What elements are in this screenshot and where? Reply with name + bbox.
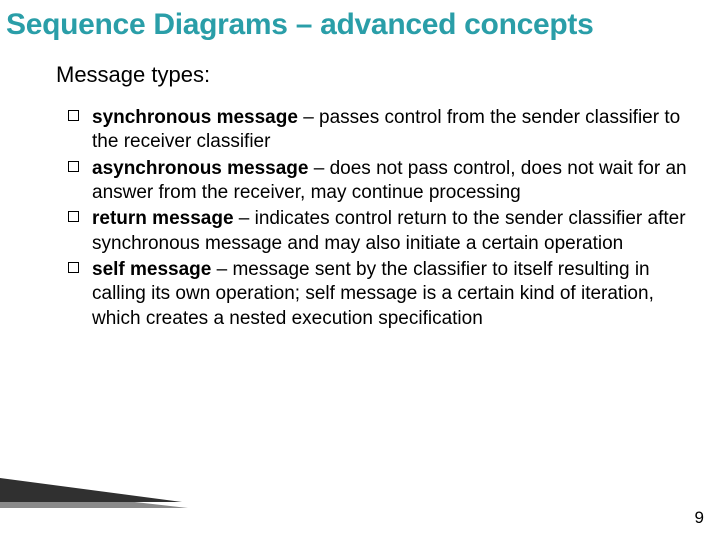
bullet-square-icon — [68, 262, 79, 273]
bullet-square-icon — [68, 110, 79, 121]
bullet-square-icon — [68, 211, 79, 222]
corner-wedge-icon — [0, 478, 190, 514]
list-item: synchronous message – passes control fro… — [68, 106, 694, 155]
bullet-term: self message — [92, 259, 211, 280]
slide-subtitle: Message types: — [56, 62, 210, 88]
slide-root: Sequence Diagrams – advanced concepts Me… — [0, 0, 720, 540]
bullet-square-icon — [68, 161, 79, 172]
bullet-term: return message — [92, 208, 234, 229]
list-item: self message – message sent by the class… — [68, 258, 694, 331]
bullet-term: asynchronous message — [92, 158, 308, 179]
bullet-list: synchronous message – passes control fro… — [68, 106, 694, 333]
list-item: return message – indicates control retur… — [68, 207, 694, 256]
bullet-term: synchronous message — [92, 107, 298, 128]
page-number: 9 — [695, 508, 704, 528]
slide-title: Sequence Diagrams – advanced concepts — [6, 8, 714, 41]
list-item: asynchronous message – does not pass con… — [68, 157, 694, 206]
